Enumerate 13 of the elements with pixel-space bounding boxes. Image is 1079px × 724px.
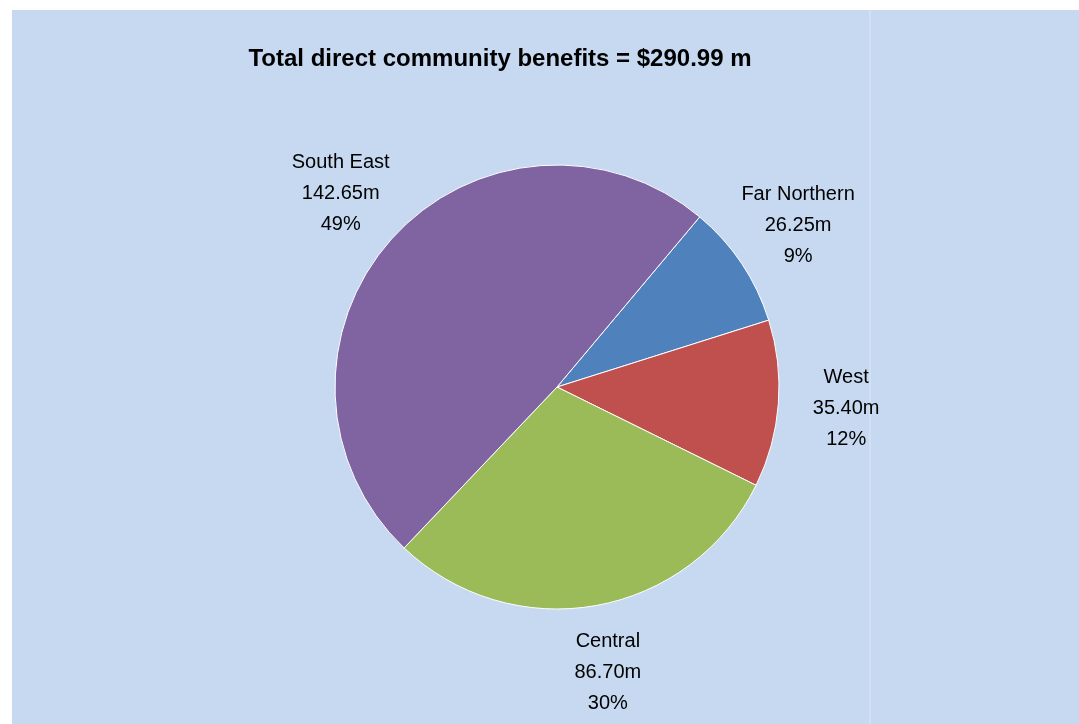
slice-label: West xyxy=(823,365,870,388)
text: 49% xyxy=(320,212,361,235)
data-label: 86.70m xyxy=(574,659,642,682)
text: 12% xyxy=(826,427,867,450)
slice-label: Far Northern xyxy=(741,182,855,205)
chart-title: Total direct community benefits = $290.99 m xyxy=(248,44,752,71)
data-label: 35.40m xyxy=(812,396,880,419)
slice-label: South East xyxy=(291,150,391,173)
text: 9% xyxy=(783,244,813,267)
data-label: 142.65m xyxy=(301,181,380,204)
slice-label: Central xyxy=(575,628,641,651)
text: 30% xyxy=(587,690,629,713)
data-label: 26.25m xyxy=(764,213,832,236)
